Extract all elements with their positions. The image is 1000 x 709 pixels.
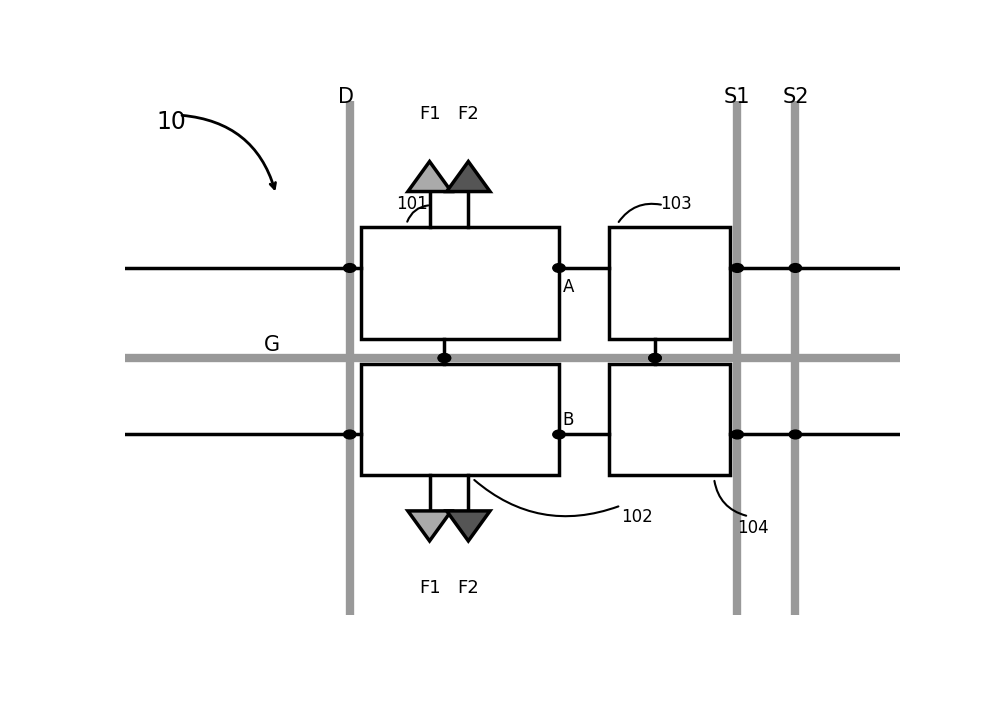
Text: G: G — [264, 335, 280, 355]
Circle shape — [731, 264, 743, 272]
Circle shape — [344, 430, 356, 439]
Text: A: A — [563, 278, 574, 296]
Bar — [361, 364, 559, 476]
Circle shape — [438, 354, 451, 362]
Text: F1: F1 — [419, 579, 440, 597]
Text: 104: 104 — [737, 519, 769, 537]
Text: B: B — [563, 411, 574, 429]
Circle shape — [649, 354, 661, 362]
Polygon shape — [408, 511, 451, 541]
Circle shape — [789, 264, 802, 272]
Bar — [609, 364, 730, 476]
Text: 102: 102 — [621, 508, 653, 526]
Text: F2: F2 — [457, 579, 479, 597]
Circle shape — [789, 430, 802, 439]
Circle shape — [731, 430, 743, 439]
Text: 101: 101 — [396, 196, 428, 213]
Polygon shape — [447, 511, 490, 541]
Bar — [609, 227, 730, 339]
Text: F2: F2 — [457, 106, 479, 123]
Text: S2: S2 — [782, 87, 809, 107]
Circle shape — [649, 354, 661, 362]
Bar — [361, 227, 559, 339]
Text: S1: S1 — [724, 87, 750, 107]
Circle shape — [344, 264, 356, 272]
Polygon shape — [408, 162, 451, 191]
Circle shape — [438, 354, 451, 362]
Polygon shape — [447, 162, 490, 191]
Text: 10: 10 — [156, 110, 186, 134]
Text: F1: F1 — [419, 106, 440, 123]
Circle shape — [553, 430, 565, 439]
Text: 103: 103 — [660, 196, 692, 213]
Circle shape — [553, 264, 565, 272]
Text: D: D — [338, 87, 354, 107]
